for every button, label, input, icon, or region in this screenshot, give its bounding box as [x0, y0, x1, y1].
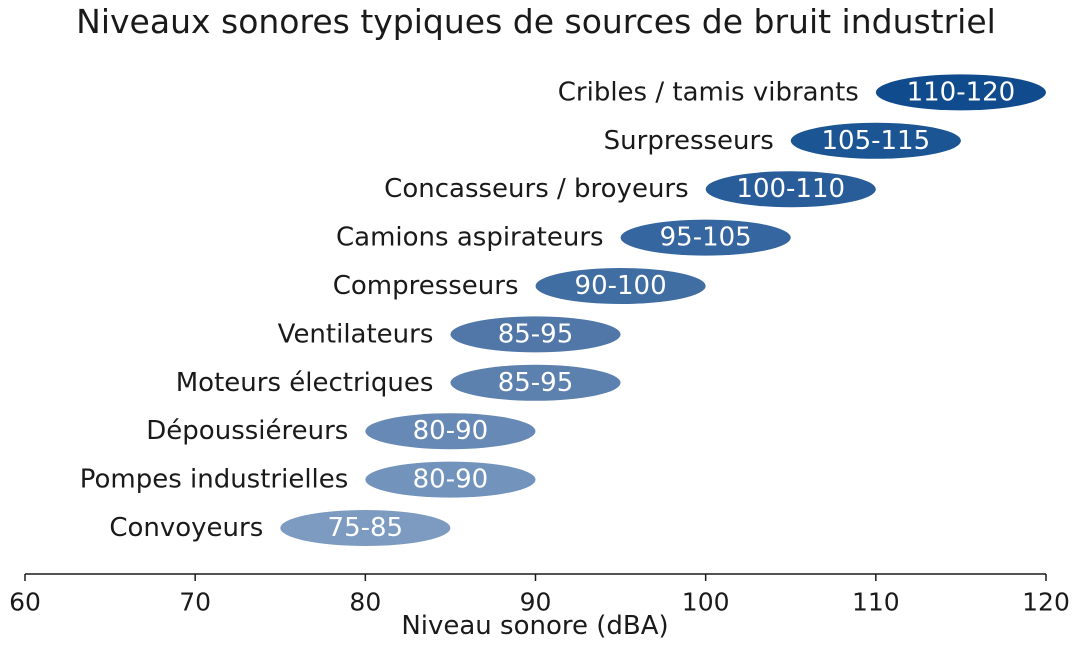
x-tick-label-4: 100	[682, 588, 730, 617]
x-tick-label-6: 120	[1022, 588, 1070, 617]
bar-value-label-1: 80-90	[413, 465, 489, 495]
bar-2	[365, 413, 536, 450]
category-label-7: Concasseurs / broyeurs	[384, 174, 688, 204]
bar-9	[875, 74, 1046, 111]
category-label-1: Pompes industrielles	[80, 465, 349, 495]
category-label-8: Surpresseurs	[604, 126, 774, 156]
x-axis-title: Niveau sonore (dBA)	[401, 611, 668, 641]
bar-1	[365, 461, 536, 498]
bar-value-label-0: 75-85	[328, 513, 404, 543]
bar-0	[280, 510, 451, 546]
bar-value-label-5: 90-100	[575, 271, 667, 301]
bars-layer: 75-85 Convoyeurs 80-90 Pompes industrielles…	[80, 74, 1046, 546]
bar-value-label-2: 80-90	[413, 416, 489, 446]
bar-value-label-6: 95-105	[660, 223, 752, 253]
bar-5	[535, 268, 706, 304]
x-tick-label-2: 80	[349, 588, 381, 617]
category-label-0: Convoyeurs	[109, 513, 263, 543]
x-tick-label-3: 90	[520, 588, 552, 617]
bar-7	[705, 171, 876, 208]
category-label-6: Camions aspirateurs	[336, 223, 604, 253]
bar-3	[450, 364, 621, 401]
bar-value-label-7: 100-110	[736, 174, 845, 204]
category-label-5: Compresseurs	[333, 271, 519, 301]
x-tick-label-1: 70	[179, 588, 211, 617]
bar-value-label-9: 110-120	[907, 77, 1016, 107]
x-tick-label-5: 110	[852, 588, 900, 617]
bar-value-label-3: 85-95	[498, 368, 574, 398]
bar-8	[790, 122, 961, 159]
category-label-4: Ventilateurs	[278, 319, 434, 349]
bar-6	[620, 219, 791, 256]
bar-4	[450, 316, 621, 353]
bar-value-label-8: 105-115	[822, 126, 931, 156]
category-label-3: Moteurs électriques	[176, 368, 434, 398]
chart-title: Niveaux sonores typiques de sources de b…	[76, 2, 996, 41]
x-axis: 60 70 80 90 100 110 120	[9, 573, 1070, 617]
x-tick-label-0: 60	[9, 588, 41, 617]
category-label-9: Cribles / tamis vibrants	[558, 77, 859, 107]
category-label-2: Dépoussiéreurs	[146, 416, 348, 446]
bar-value-label-4: 85-95	[498, 319, 574, 349]
